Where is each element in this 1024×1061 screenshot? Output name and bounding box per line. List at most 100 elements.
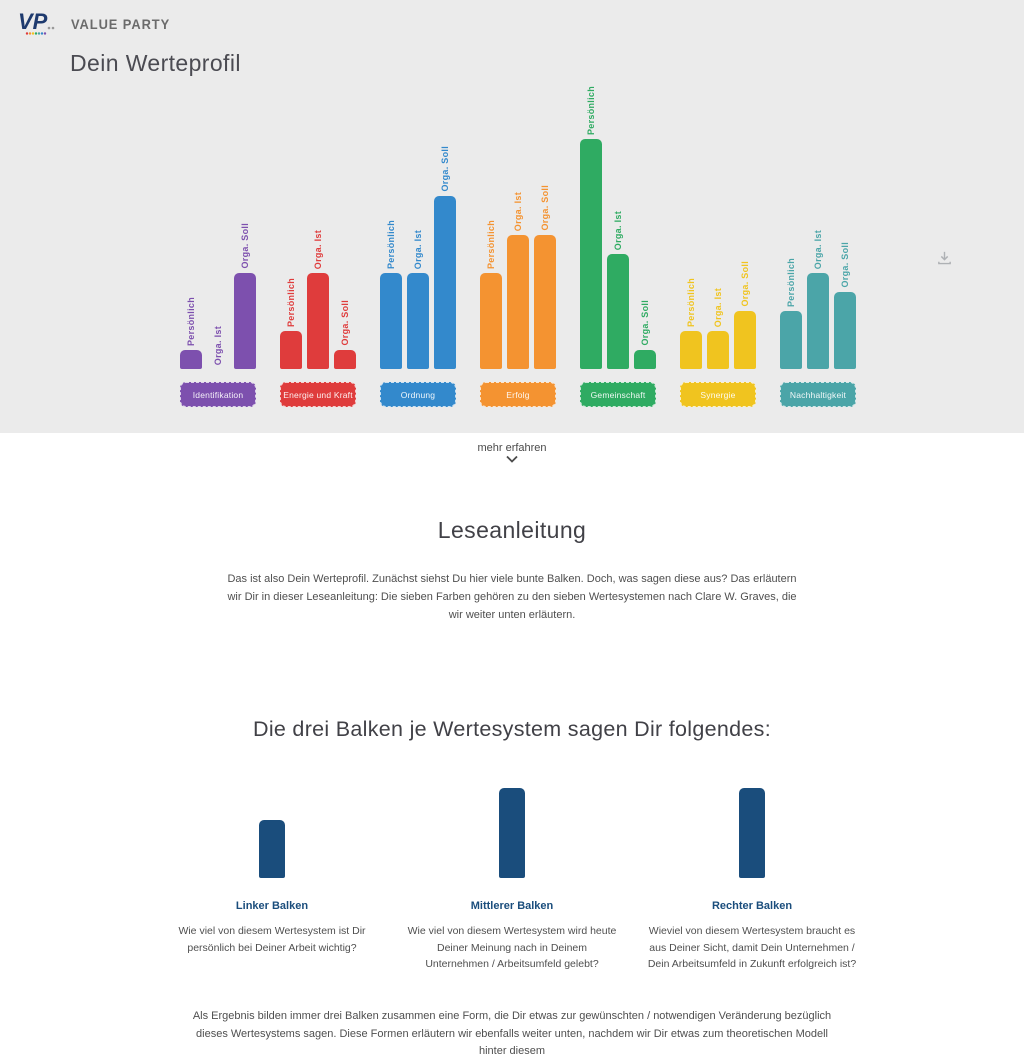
bar-series-label: Orga. Soll [740,261,750,307]
linker-balken-description: Wie viel von diesem Wertesystem ist Dir … [178,925,366,954]
bar [534,235,556,369]
bar-slot: Persönlich [680,278,702,369]
bar [580,139,602,369]
bar [280,331,302,369]
bar-series-label: Orga. Ist [713,287,723,327]
werteprofil-hero-panel: VP VALUE PARTY Dein Werteprofil Persönli… [0,0,1024,433]
rechter-balken-description: Wieviel von diesem Wertesystem braucht e… [647,925,857,970]
bar-slot: Orga. Soll [334,300,356,369]
bar-series-label: Orga. Ist [813,229,823,269]
bar-series-label: Orga. Soll [840,242,850,288]
bar-series-label: Orga. Ist [213,325,223,365]
bar-series-label: Persönlich [386,219,396,269]
linker-balken-bar [259,820,285,879]
bar-slot: Orga. Ist [407,230,429,369]
bar-slot: Persönlich [480,220,502,369]
bar [407,273,429,369]
bar-series-label: Persönlich [686,277,696,327]
bar-slot: Orga. Soll [734,261,756,369]
linker-balken-column: Linker Balken Wie viel von diesem Wertes… [165,788,380,972]
chevron-down-icon [506,455,518,463]
bar-slot: Persönlich [280,278,302,369]
bar-slot: Persönlich [580,86,602,369]
bar [634,350,656,369]
bar-series-label: Orga. Soll [440,146,450,192]
bar-series-label: Persönlich [586,85,596,135]
bar-slot: Orga. Ist [707,288,729,369]
bar-series-label: Orga. Ist [513,191,523,231]
logo-wordmark: VALUE PARTY [71,15,171,32]
leseanleitung-title: Leseanleitung [437,517,587,543]
bar-series-label: Orga. Soll [340,300,350,346]
rainbow-dots-icon [25,32,47,35]
bar-series-label: Persönlich [786,257,796,307]
value-system-group-gemeinschaft: Persönlich Orga. Ist Orga. Soll Gemeinschaf… [580,86,656,407]
category-chip-identifikation[interactable]: Identifikation [180,382,256,407]
rechter-balken-label: Rechter Balken [711,900,793,913]
mehr-erfahren-link[interactable]: mehr erfahren [0,442,1024,463]
bar-series-label: Persönlich [286,277,296,327]
bar [234,273,256,369]
bar-cluster: Persönlich Orga. Ist Orga. Soll [680,139,756,369]
bar-slot: Orga. Soll [534,185,556,369]
rechter-balken-column: Rechter Balken Wieviel von diesem Wertes… [645,788,860,972]
bar-slot: Orga. Soll [434,146,456,369]
bar [834,292,856,369]
bar-series-label: Orga. Ist [413,229,423,269]
werteprofil-chart: Persönlich Orga. Ist Orga. Soll Identifikat… [180,86,856,407]
bar [807,273,829,369]
value-system-group-identifikation: Persönlich Orga. Ist Orga. Soll Identifikat… [180,139,256,407]
bar-series-label: Orga. Ist [313,229,323,269]
drei-balken-title: Die drei Balken je Wertesystem sagen Dir… [253,717,771,742]
bar-slot: Orga. Ist [307,230,329,369]
category-chip-ordnung[interactable]: Ordnung [380,382,456,407]
bar-series-label: Orga. Soll [240,223,250,269]
value-system-group-energie-und-kraft: Persönlich Orga. Ist Orga. Soll Energie und… [280,139,356,407]
bar-slot: Orga. Ist [607,211,629,369]
bar [434,196,456,369]
value-system-group-synergie: Persönlich Orga. Ist Orga. Soll Synergie [680,139,756,407]
bar-series-label: Persönlich [486,219,496,269]
bar-cluster: Persönlich Orga. Ist Orga. Soll [480,139,556,369]
bar-series-label: Persönlich [186,296,196,346]
category-chip-gemeinschaft[interactable]: Gemeinschaft [580,382,656,407]
bar-cluster: Persönlich Orga. Ist Orga. Soll [580,86,656,369]
bar-slot: Orga. Soll [634,300,656,369]
leseanleitung-body: Das ist also Dein Werteprofil. Zunächst … [227,573,797,621]
bar-slot: Orga. Ist [207,326,229,369]
value-party-logo[interactable]: VP VALUE PARTY [18,10,179,37]
leseanleitung-section: Leseanleitung Das ist also Dein Wertepro… [0,517,1024,624]
bar-slot: Persönlich [180,297,202,369]
bar [334,350,356,369]
category-chip-nachhaltigkeit[interactable]: Nachhaltigkeit [780,382,856,407]
bar-cluster: Persönlich Orga. Ist Orga. Soll [780,139,856,369]
bar [607,254,629,369]
linker-balken-label: Linker Balken [235,900,309,913]
bar [180,350,202,369]
download-icon[interactable] [936,249,953,266]
bar [380,273,402,369]
bar-slot: Orga. Soll [834,242,856,369]
category-chip-synergie[interactable]: Synergie [680,382,756,407]
bar-slot: Orga. Ist [507,192,529,369]
bar [507,235,529,369]
bar-slot: Orga. Ist [807,230,829,369]
bar-series-label: Orga. Soll [640,300,650,346]
bar-cluster: Persönlich Orga. Ist Orga. Soll [380,139,456,369]
bar [307,273,329,369]
svg-text:VP: VP [18,10,48,34]
category-chip-energie-und-kraft[interactable]: Energie und Kraft [280,382,356,407]
ergebnis-paragraph: Als Ergebnis bilden immer drei Balken zu… [192,1010,832,1058]
bar-slot: Orga. Soll [234,223,256,369]
page-title: Dein Werteprofil [70,50,241,76]
bar-slot: Persönlich [380,220,402,369]
mittlerer-balken-label: Mittlerer Balken [470,900,554,913]
bar-series-label: Orga. Soll [540,185,550,231]
value-system-group-nachhaltigkeit: Persönlich Orga. Ist Orga. Soll Nachhaltigk… [780,139,856,407]
rechter-balken-bar [739,788,765,879]
category-chip-erfolg[interactable]: Erfolg [480,382,556,407]
bar-cluster: Persönlich Orga. Ist Orga. Soll [180,139,256,369]
bar-slot: Persönlich [780,258,802,369]
bar-series-label: Orga. Ist [613,210,623,250]
bar [707,331,729,369]
